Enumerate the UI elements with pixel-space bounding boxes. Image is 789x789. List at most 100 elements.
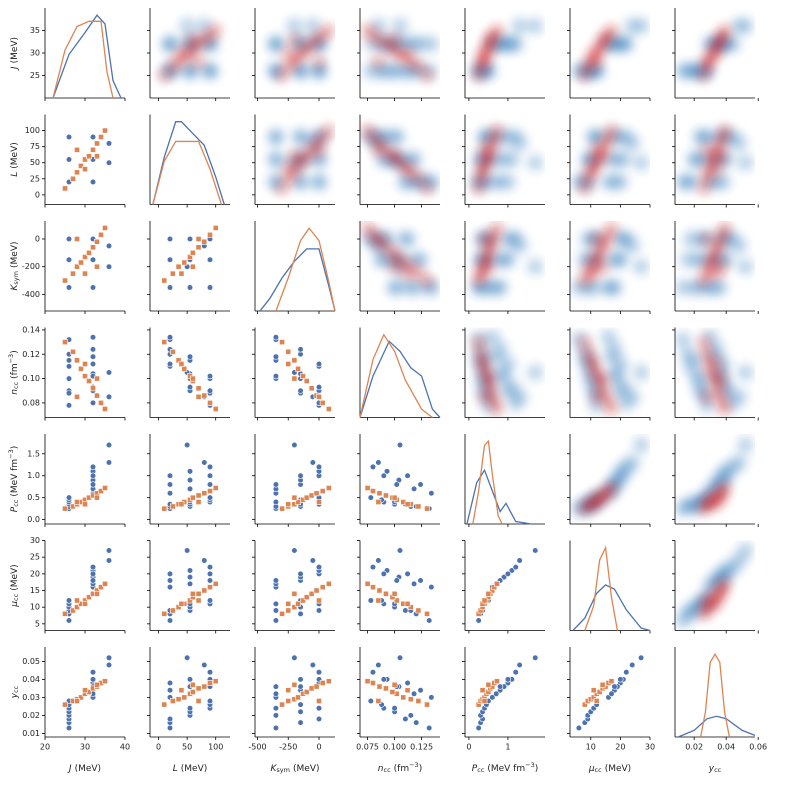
- scatter-point: [89, 669, 97, 676]
- kde-blob: [605, 482, 618, 494]
- panel: [357, 8, 440, 101]
- scatter-point: [98, 584, 104, 591]
- scatter-point: [272, 600, 280, 607]
- scatter-point: [391, 705, 398, 712]
- scatter-point: [166, 235, 174, 243]
- scatter-point: [590, 687, 597, 694]
- panel: [147, 8, 230, 101]
- scatter-point: [285, 348, 292, 355]
- scatter-point: [404, 570, 411, 577]
- scatter-point: [407, 712, 414, 719]
- kde-blob: [590, 233, 603, 245]
- density-curve: [466, 468, 532, 525]
- y-tick-label: 0.02: [22, 711, 40, 720]
- scatter-point: [272, 690, 280, 697]
- scatter-point: [98, 488, 104, 494]
- scatter-point: [383, 685, 389, 692]
- x-tick-label: -500: [248, 743, 266, 752]
- axis-unit: ): [535, 764, 539, 774]
- axis-unit: (MeV): [293, 764, 319, 774]
- scatter-point: [325, 485, 332, 491]
- kde-blob: [209, 24, 222, 37]
- kde-blob: [499, 174, 516, 190]
- kde-blob: [292, 129, 309, 145]
- kde-blob: [527, 258, 544, 275]
- scatter-point: [65, 402, 73, 409]
- panel: [42, 647, 126, 740]
- axis-unit: (MeV): [605, 764, 631, 774]
- scatter-point: [285, 687, 292, 694]
- axis-unit: (MeV): [10, 142, 20, 168]
- scatter-point: [315, 607, 323, 614]
- axis-label: ncc(fm−3): [378, 761, 422, 774]
- scatter-point: [186, 574, 194, 581]
- axis-label: Pcc (MeV fm−3): [7, 446, 20, 512]
- kde-blob: [406, 151, 423, 168]
- kde-blob: [697, 182, 710, 195]
- kde-blob: [478, 56, 491, 68]
- kde-blob: [421, 182, 434, 195]
- panel: [462, 540, 545, 634]
- y-tick-label: 5: [35, 619, 40, 628]
- kde-blob: [388, 150, 401, 163]
- scatter-point: [201, 557, 208, 564]
- x-tick-label: 0: [156, 743, 161, 752]
- scatter-point: [291, 604, 298, 611]
- scatter-point: [315, 383, 323, 391]
- y-tick-label: 0.01: [22, 729, 40, 738]
- y-tick-label: 0.05: [22, 657, 40, 666]
- kde-blob: [267, 151, 284, 168]
- kde-blob: [692, 370, 709, 387]
- kde-blob: [578, 182, 591, 195]
- panel: [567, 647, 651, 740]
- scatter-point: [272, 683, 280, 690]
- kde-blob: [282, 47, 295, 59]
- scatter-point: [89, 676, 97, 683]
- scatter-point: [166, 715, 174, 723]
- scatter-point: [186, 567, 194, 574]
- kde-blob: [715, 372, 728, 385]
- kde-blob: [710, 357, 723, 370]
- panel: [42, 434, 126, 527]
- scatter-point: [62, 701, 68, 708]
- scatter-point: [74, 597, 80, 604]
- scatter-point: [313, 683, 320, 690]
- kde-blob: [718, 577, 731, 590]
- scatter-point: [105, 441, 113, 449]
- scatter-point: [367, 597, 374, 604]
- kde-layer: [697, 336, 731, 415]
- scatter-point: [189, 375, 196, 382]
- scatter-point: [516, 557, 523, 564]
- scatter-point: [94, 681, 100, 688]
- scatter-point: [90, 244, 96, 251]
- kde-blob: [511, 237, 528, 254]
- scatter-point: [89, 577, 97, 584]
- scatter-point: [65, 724, 73, 732]
- scatter-point: [364, 678, 371, 685]
- x-tick-label: -250: [279, 743, 297, 752]
- scatter-point: [189, 263, 196, 270]
- y-tick-label: 15: [30, 586, 40, 595]
- scatter-point: [279, 339, 285, 345]
- kde-blob: [711, 279, 728, 296]
- panel: [672, 114, 759, 208]
- scatter-point: [195, 393, 202, 400]
- y-tick-label: 30: [30, 536, 40, 545]
- scatter-point: [65, 235, 73, 243]
- scatter-point: [105, 654, 113, 661]
- panel: [147, 221, 230, 314]
- axis-label: μcc(MeV): [588, 764, 631, 775]
- scatter-point: [291, 441, 298, 449]
- scatter-point: [70, 607, 76, 614]
- scatter-point: [181, 365, 188, 372]
- y-tick-label: 0.12: [22, 350, 40, 359]
- scatter-point: [74, 169, 80, 176]
- kde-blob: [675, 279, 691, 296]
- x-tick-label: 0.100: [383, 743, 406, 752]
- scatter-point: [285, 501, 292, 508]
- panel: [252, 540, 335, 634]
- scatter-point: [201, 238, 208, 245]
- axis-subscript: cc: [12, 499, 20, 507]
- scatter-point: [309, 661, 316, 669]
- kde-layer: [697, 124, 731, 195]
